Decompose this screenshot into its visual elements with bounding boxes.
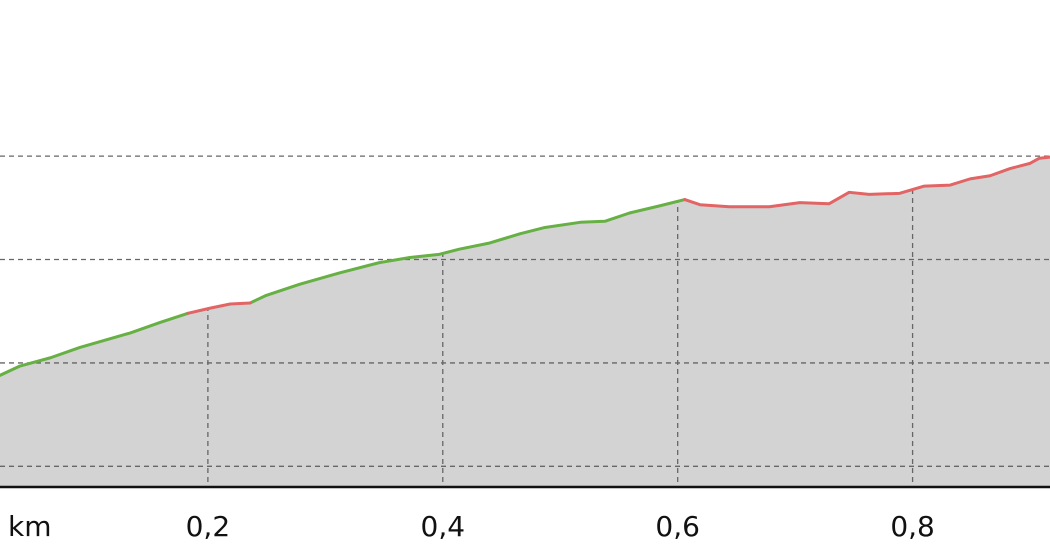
profile-line [186,301,252,315]
area-fill [0,157,1050,487]
fill-layer [0,157,1050,487]
x-tick-label: 0,4 [421,510,466,543]
line-layer [0,155,1050,377]
profile-line [683,155,1050,209]
x-axis-label: km [8,510,52,543]
x-tick-label: 0,2 [186,510,231,543]
x-tick-label: 0,8 [890,510,935,543]
profile-line [0,311,190,377]
profile-line [248,198,687,305]
x-tick-label: 0,6 [655,510,700,543]
